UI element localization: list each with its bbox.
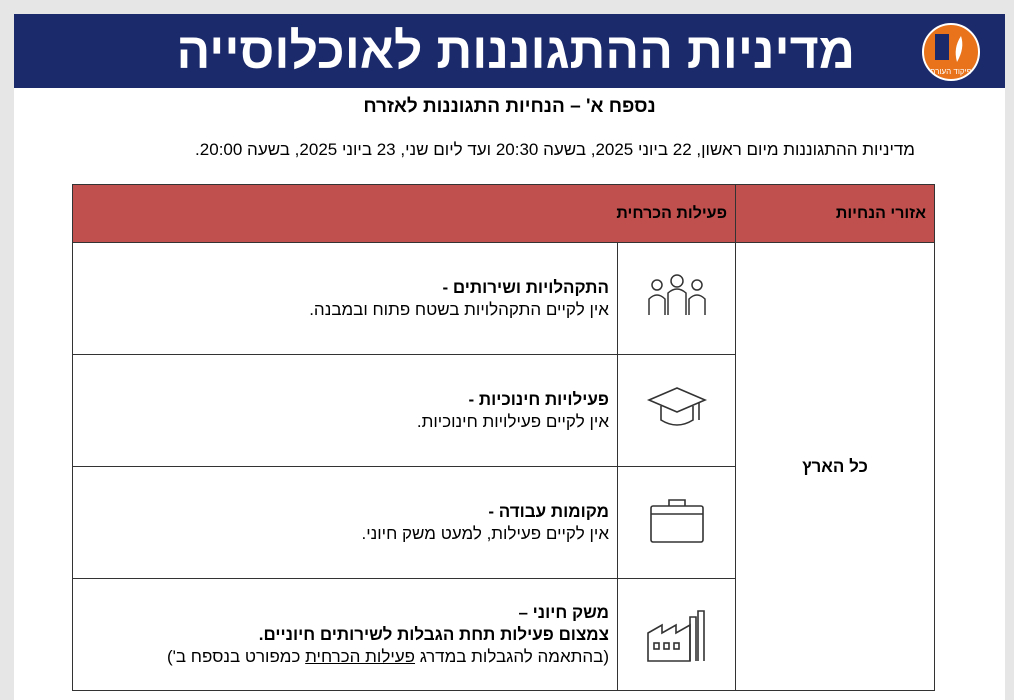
column-header: אזורי הנחיות bbox=[735, 184, 935, 243]
column-header: פעילות הכרחית bbox=[72, 184, 736, 243]
logo-text: פיקוד העורף bbox=[930, 67, 971, 76]
zone-label: כל הארץ bbox=[802, 456, 868, 476]
policy-table: אזורי הנחיות פעילות הכרחית כל הארץ התקהל… bbox=[72, 184, 935, 691]
zone-cell: כל הארץ bbox=[735, 242, 935, 691]
note-text: (בהתאמה להגבלות במדרג bbox=[419, 646, 609, 666]
factory-icon bbox=[646, 610, 705, 662]
document-page: מדיניות ההתגוננות לאוכלוסייה פיקוד העורף… bbox=[14, 14, 1005, 700]
note-link-text: פעילות הכרחית bbox=[305, 646, 416, 666]
row-text: אין לקיים פעילויות חינוכיות. bbox=[416, 411, 609, 431]
intro-text: מדיניות ההתגוננות מיום ראשון, 22 ביוני 2… bbox=[195, 140, 915, 159]
row-note: (בהתאמה להגבלות במדרג פעילות הכרחית כמפו… bbox=[73, 646, 609, 668]
subtitle: נספח א' – הנחיות התגוננות לאזרח bbox=[363, 96, 656, 117]
header-title: מדיניות ההתגוננות לאוכלוסייה bbox=[176, 23, 856, 79]
text-cell: מקומות עבודה - אין לקיים פעילות, למעט מש… bbox=[72, 466, 618, 579]
icon-cell bbox=[617, 578, 736, 691]
text-cell: משק חיוני – צמצום פעילות תחת הגבלות לשיר… bbox=[72, 578, 618, 691]
text-cell: פעילויות חינוכיות - אין לקיים פעילויות ח… bbox=[72, 354, 618, 467]
text-cell: התקהלויות ושירותים - אין לקיים התקהלויות… bbox=[72, 242, 618, 355]
row-title: התקהלויות ושירותים - bbox=[442, 277, 609, 297]
icon-cell bbox=[617, 242, 736, 355]
row-title: פעילויות חינוכיות - bbox=[468, 389, 610, 409]
note-text: כמפורט בנספח ב') bbox=[167, 646, 301, 666]
row-text: אין לקיים פעילות, למעט משק חיוני. bbox=[361, 523, 609, 543]
row-title: משק חיוני – bbox=[518, 602, 609, 622]
icon-cell bbox=[617, 354, 736, 467]
logo: פיקוד העורף bbox=[922, 23, 980, 81]
row-text: צמצום פעילות תחת הגבלות לשירותים חיוניים… bbox=[258, 624, 609, 644]
header-band: מדיניות ההתגוננות לאוכלוסייה פיקוד העורף bbox=[14, 14, 1005, 88]
row-title: מקומות עבודה - bbox=[488, 501, 609, 521]
graduation-icon bbox=[646, 387, 707, 426]
row-text: אין לקיים התקהלויות בשטח פתוח ובמבנה. bbox=[309, 299, 609, 319]
icon-cell bbox=[617, 466, 736, 579]
people-icon bbox=[647, 274, 706, 315]
briefcase-icon bbox=[649, 499, 704, 543]
